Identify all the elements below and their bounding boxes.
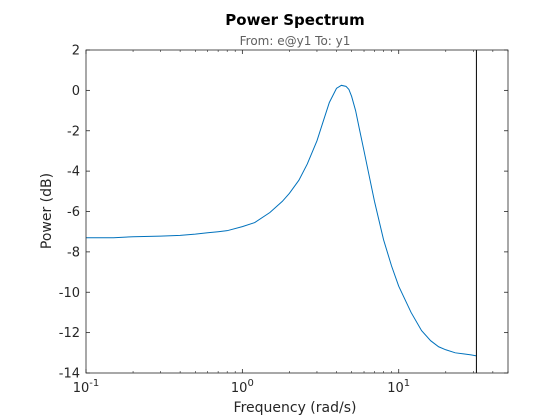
y-tick-label: -10 (59, 286, 80, 301)
chart-subtitle: From: e@y1 To: y1 (240, 34, 351, 48)
x-tick-label: 100 (231, 378, 254, 396)
y-tick-label: -14 (59, 367, 80, 382)
y-tick-label: -6 (67, 205, 80, 220)
y-tick-label: 0 (72, 84, 80, 99)
y-tick-label: 2 (72, 44, 80, 59)
y-tick-label: -12 (59, 326, 80, 341)
y-tick-label: -4 (67, 165, 80, 180)
y-tick-label: -2 (67, 124, 80, 139)
x-tick-label: 101 (387, 378, 410, 396)
spectrum-line (86, 84, 477, 357)
x-tick-label: 10-1 (73, 378, 100, 396)
y-tick-label: -8 (67, 245, 80, 260)
x-axis-label: Frequency (rad/s) (234, 400, 357, 416)
chart-title: Power Spectrum (225, 11, 364, 29)
y-axis-label: Power (dB) (39, 173, 55, 249)
series-layer (86, 84, 477, 357)
plot-area (86, 50, 508, 373)
